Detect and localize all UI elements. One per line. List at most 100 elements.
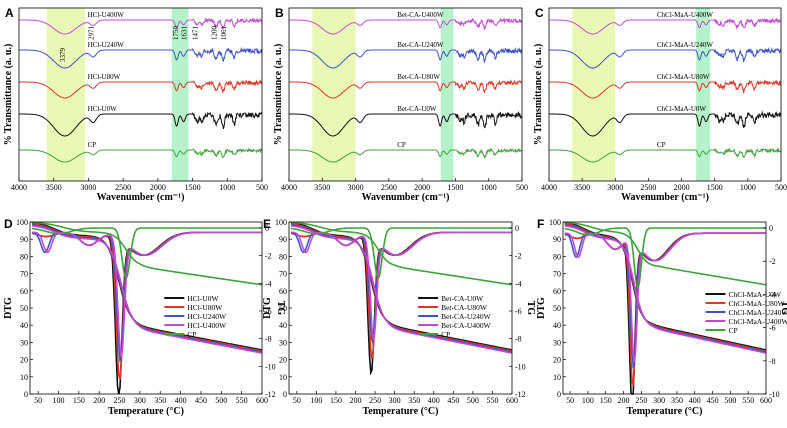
y2-tick-label: -6 bbox=[515, 307, 522, 316]
y2-tick-label: -4 bbox=[769, 290, 776, 299]
x-tick-label: 100 bbox=[52, 396, 64, 405]
highlight-band bbox=[696, 8, 711, 181]
y-tick-label: 20 bbox=[553, 356, 561, 365]
y-tick-label: 80 bbox=[20, 252, 28, 261]
peak-annotation: 1750 bbox=[172, 26, 180, 41]
y-axis-label: % Transmittance (a. u.) bbox=[533, 44, 544, 146]
legend-entry: ChCl-MaA-U80W bbox=[728, 299, 785, 308]
panel-label: A bbox=[5, 6, 14, 20]
panel-label: C bbox=[535, 6, 544, 20]
x-tick-label: 200 bbox=[350, 396, 362, 405]
tg-panel-D: 50 100 150 200 250 300 350 400 450 500 550 60010090… bbox=[3, 217, 286, 417]
y-tick-label: 80 bbox=[279, 252, 287, 261]
x-tick-label: 3000 bbox=[348, 183, 364, 192]
panel-label: F bbox=[537, 217, 544, 231]
tg-panel-F: 50 100 150 200 250 300 350 400 450 500 550 60010090… bbox=[536, 217, 787, 417]
y2-tick-label: -8 bbox=[515, 335, 522, 344]
x-tick-label: 450 bbox=[707, 396, 719, 405]
legend-entry: ChCl-MaA-U0W bbox=[728, 290, 781, 299]
y2-tick-label: -12 bbox=[265, 390, 276, 399]
series-label: ChCl-MaA-U80W bbox=[657, 73, 710, 81]
y-tick-label: 40 bbox=[279, 321, 287, 330]
legend-entry: ChCl-MaA-U240W bbox=[728, 308, 787, 317]
y-tick-label: 100 bbox=[549, 218, 561, 227]
y-axis-label: % Transmittance (a. u.) bbox=[3, 44, 14, 146]
x-tick-label: 400 bbox=[175, 396, 187, 405]
tg-line-CP bbox=[564, 221, 766, 286]
y-tick-label: 50 bbox=[20, 304, 28, 313]
x-tick-label: 3000 bbox=[607, 183, 623, 192]
dtg-line-HCl-U240W bbox=[31, 231, 262, 363]
y-tick-label: 10 bbox=[553, 373, 561, 382]
ir-panel-C: ChCl-MaA-U400W ChCl-MaA-U240W ChCl-MaA-U80… bbox=[533, 6, 787, 203]
series-label: CP bbox=[88, 141, 97, 149]
series-line-Bet-CA-U80W bbox=[289, 79, 522, 99]
x-tick-label: 1000 bbox=[481, 183, 497, 192]
series-label: CP bbox=[397, 141, 406, 149]
y-tick-label: 100 bbox=[16, 218, 28, 227]
x-axis-label: Temperature (°C) bbox=[627, 406, 703, 417]
legend-entry: ChCl-MaA-U400W bbox=[728, 317, 787, 326]
series-label: HCl-U80W bbox=[88, 73, 121, 81]
y-tick-label: 30 bbox=[279, 338, 287, 347]
legend-entry: HCl-U400W bbox=[187, 321, 227, 330]
y-tick-label: 10 bbox=[279, 373, 287, 382]
y2-tick-label: -10 bbox=[265, 362, 276, 371]
y-tick-label: 50 bbox=[553, 304, 561, 313]
tg-line-CP bbox=[291, 221, 512, 286]
x-tick-label: 450 bbox=[447, 396, 459, 405]
x-tick-label: 300 bbox=[389, 396, 401, 405]
peak-annotation: 1061 bbox=[220, 26, 228, 41]
y2-tick-label: -8 bbox=[769, 357, 776, 366]
x-tick-label: 250 bbox=[114, 396, 126, 405]
dtg-line-HCl-U400W bbox=[32, 231, 262, 358]
highlight-band bbox=[171, 8, 189, 181]
x-tick-label: 500 bbox=[215, 396, 227, 405]
y2-tick-label: -12 bbox=[515, 390, 526, 399]
y2-tick-label: -6 bbox=[265, 307, 272, 316]
x-tick-label: 1500 bbox=[447, 183, 463, 192]
series-line-Bet-CA-U240W bbox=[289, 46, 523, 69]
y-axis-label: DTG bbox=[262, 297, 273, 319]
x-tick-label: 350 bbox=[408, 396, 420, 405]
series-line-CP bbox=[549, 147, 782, 163]
series-line-ChCl-MaA-U0W bbox=[549, 110, 782, 137]
y2-axis-label: TG bbox=[779, 301, 787, 316]
y2-tick-label: -10 bbox=[769, 390, 780, 399]
tg-line-HCl-U240W bbox=[31, 224, 262, 353]
y-tick-label: 60 bbox=[553, 287, 561, 296]
tg-line-HCl-U400W bbox=[31, 225, 262, 354]
y2-tick-label: -2 bbox=[265, 252, 272, 261]
x-tick-label: 2500 bbox=[381, 183, 397, 192]
x-tick-label: 50 bbox=[293, 396, 301, 405]
x-axis-label: Wavenumber (cm⁻¹) bbox=[362, 192, 450, 203]
x-tick-label: 350 bbox=[154, 396, 166, 405]
y2-tick-label: 0 bbox=[769, 224, 773, 233]
legend-entry: Bet-CA-U240W bbox=[441, 312, 491, 321]
series-label: HCl-U400W bbox=[88, 11, 125, 19]
series-label: HCl-U0W bbox=[88, 105, 118, 113]
highlight-band bbox=[312, 8, 356, 181]
y-tick-label: 70 bbox=[553, 270, 561, 279]
series-line-HCl-U400W bbox=[19, 17, 263, 35]
y-axis-label: DTG bbox=[3, 297, 14, 319]
series-line-HCl-U0W bbox=[19, 111, 263, 137]
series-line-CP bbox=[289, 147, 523, 163]
x-tick-label: 400 bbox=[689, 396, 701, 405]
series-line-HCl-U240W bbox=[19, 46, 263, 69]
x-tick-label: 250 bbox=[635, 396, 647, 405]
x-tick-label: 250 bbox=[369, 396, 381, 405]
series-line-ChCl-MaA-U240W bbox=[549, 46, 782, 69]
legend-entry: CP bbox=[441, 330, 450, 339]
x-tick-label: 550 bbox=[236, 396, 248, 405]
plot-frame bbox=[18, 7, 263, 182]
panel-label: E bbox=[263, 217, 271, 231]
y2-axis-label: TG bbox=[275, 301, 286, 316]
peak-annotation: 1471 bbox=[192, 26, 200, 41]
x-tick-label: 150 bbox=[330, 396, 342, 405]
x-tick-label: 500 bbox=[516, 183, 528, 192]
highlight-band bbox=[46, 8, 85, 181]
series-line-Bet-CA-U0W bbox=[289, 111, 523, 137]
x-tick-label: 4000 bbox=[541, 183, 557, 192]
